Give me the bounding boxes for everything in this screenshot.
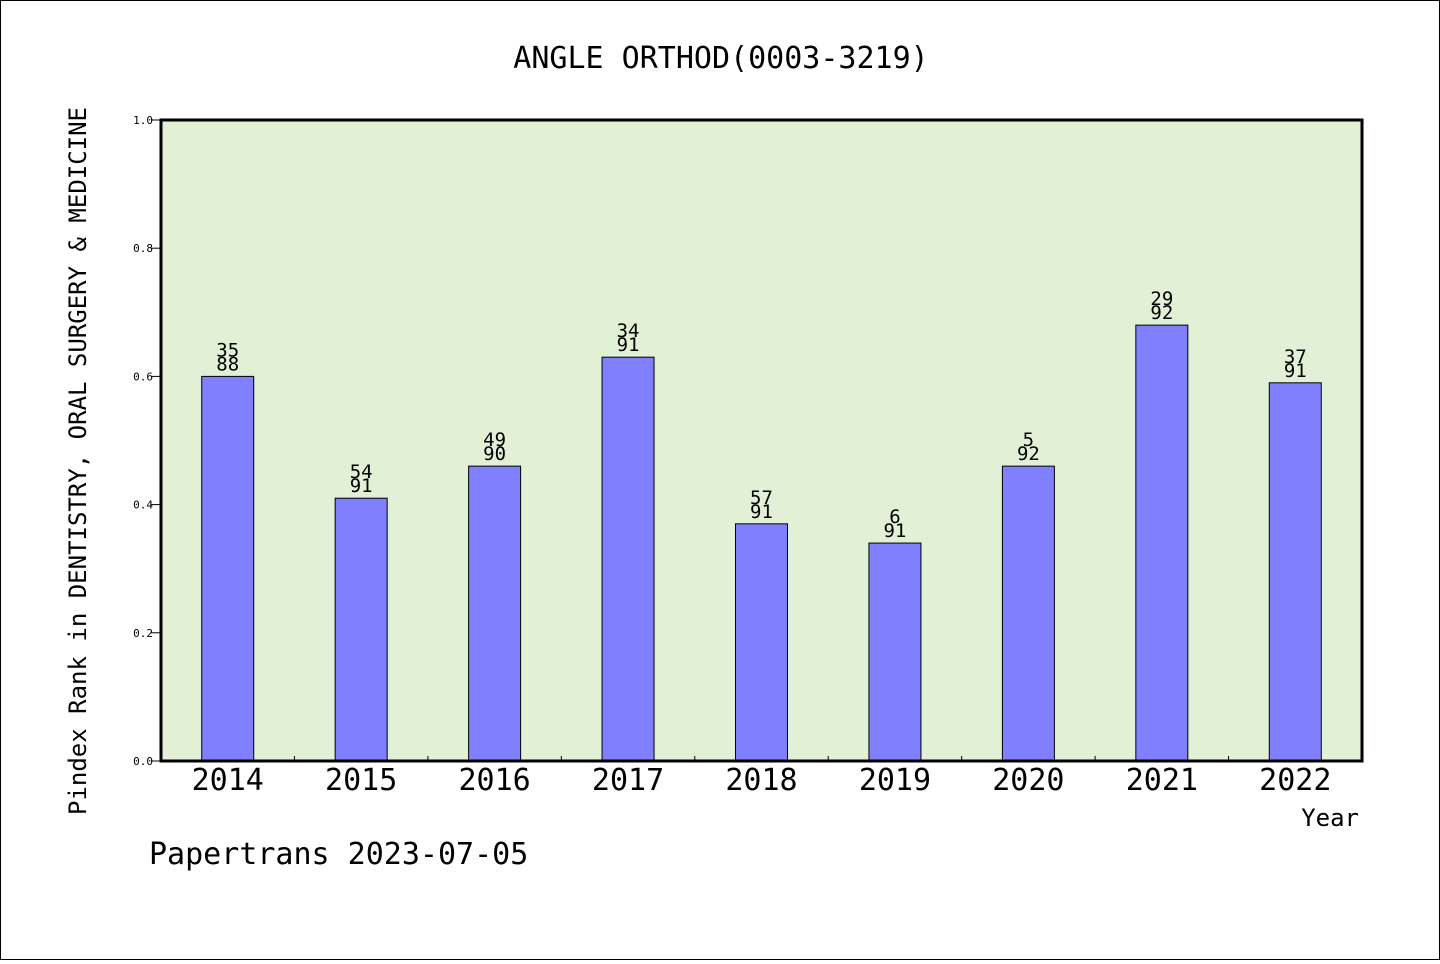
y-tick-label: 0.0 <box>133 755 153 768</box>
bar-2019 <box>868 542 922 762</box>
x-tick-label: 2015 <box>325 763 397 798</box>
bar-total-label: 90 <box>483 443 506 465</box>
x-tick-label: 2021 <box>1126 763 1198 798</box>
bar-total-label: 91 <box>1284 360 1307 382</box>
bar-total-label: 88 <box>216 353 239 375</box>
y-tick-label: 0.4 <box>133 499 153 512</box>
y-tick-label: 0.2 <box>133 627 153 640</box>
x-tick-label: 2017 <box>592 763 664 798</box>
bar-2015 <box>334 497 388 762</box>
bar-total-label: 91 <box>750 501 773 523</box>
y-tick-label: 0.8 <box>133 242 153 255</box>
bar-total-label: 91 <box>350 475 373 497</box>
bar-2020 <box>1001 465 1055 762</box>
bar-total-label: 91 <box>883 520 906 542</box>
bar-rank-label: 49 <box>483 429 506 451</box>
bar-2014 <box>201 375 255 762</box>
bar-rank-label: 35 <box>216 339 239 361</box>
plot-border <box>159 118 1364 763</box>
bar-rank-label: 5 <box>1023 429 1034 451</box>
bar-total-label: 92 <box>1017 443 1040 465</box>
bar-total-label: 92 <box>1150 302 1173 324</box>
x-tick-label: 2018 <box>725 763 797 798</box>
y-tick-label: 1.0 <box>133 114 153 127</box>
bar-2022 <box>1268 382 1322 762</box>
x-axis: 2014 2015 2016 2017 2018 2019 2020 2021 2022 <box>192 756 1331 798</box>
y-tick-label: 0.6 <box>133 370 153 383</box>
x-tick-label: 2022 <box>1259 763 1331 798</box>
bar-total-label: 91 <box>617 334 640 356</box>
bar-rank-label: 54 <box>350 461 373 483</box>
y-axis-label: Pindex Rank in DENTISTRY, ORAL SURGERY &… <box>64 107 92 815</box>
bar-2017 <box>601 356 655 762</box>
bar-rank-label: 29 <box>1150 288 1173 310</box>
bar-2018 <box>735 523 788 762</box>
x-tick-label: 2016 <box>458 763 530 798</box>
x-axis-label: Year <box>1301 804 1359 832</box>
bar-rank-label: 34 <box>617 320 640 342</box>
bars <box>201 324 1322 762</box>
bar-rank-label: 37 <box>1284 346 1307 368</box>
y-axis: 0.0 0.2 0.4 0.6 0.8 1.0 <box>133 114 161 768</box>
footer-credit: Papertrans 2023-07-05 <box>149 837 528 872</box>
chart-title: ANGLE ORTHOD(0003-3219) <box>513 41 928 76</box>
x-tick-label: 2019 <box>859 763 931 798</box>
x-tick-label: 2020 <box>992 763 1064 798</box>
bar-2021 <box>1135 324 1189 762</box>
bar-rank-label: 57 <box>750 487 773 509</box>
bar-2016 <box>468 465 522 762</box>
x-tick-label: 2014 <box>192 763 264 798</box>
bar-rank-label: 6 <box>889 506 900 528</box>
